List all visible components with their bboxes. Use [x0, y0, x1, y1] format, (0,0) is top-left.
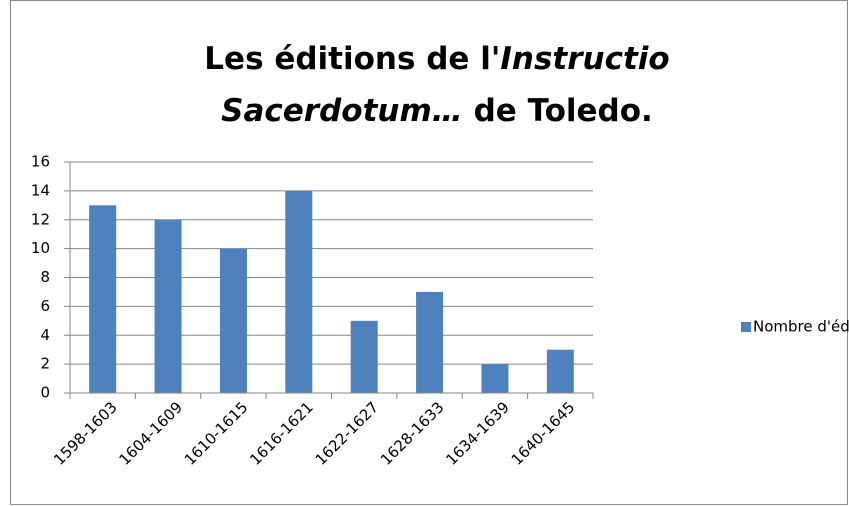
- y-tick-label: 12: [31, 210, 50, 228]
- legend-label: Nombre d'éditions.: [753, 318, 849, 336]
- bar: [350, 320, 378, 393]
- chart-title: Les éditions de l'Instructio: [204, 41, 669, 77]
- bar: [89, 205, 117, 393]
- title-run: de Toledo.: [463, 93, 653, 129]
- y-tick-label: 6: [40, 297, 50, 315]
- title-run: Les éditions de l': [204, 41, 500, 77]
- y-tick-label: 0: [40, 384, 50, 402]
- y-tick-label: 16: [31, 153, 50, 171]
- y-tick-label: 2: [40, 355, 50, 373]
- bar: [481, 364, 509, 393]
- bar: [285, 190, 313, 393]
- title-run: Sacerdotum…: [221, 93, 463, 129]
- y-tick-label: 10: [31, 239, 50, 257]
- bar: [546, 349, 574, 393]
- y-tick-label: 8: [40, 268, 50, 286]
- chart-frame: [10, 0, 848, 505]
- bar: [416, 291, 444, 393]
- y-tick-label: 14: [31, 181, 50, 199]
- bar: [154, 219, 182, 393]
- title-run: Instructio: [500, 41, 669, 77]
- bar: [219, 248, 247, 393]
- chart-title: Sacerdotum… de Toledo.: [221, 93, 653, 129]
- legend-swatch: [741, 322, 751, 332]
- y-tick-label: 4: [40, 326, 50, 344]
